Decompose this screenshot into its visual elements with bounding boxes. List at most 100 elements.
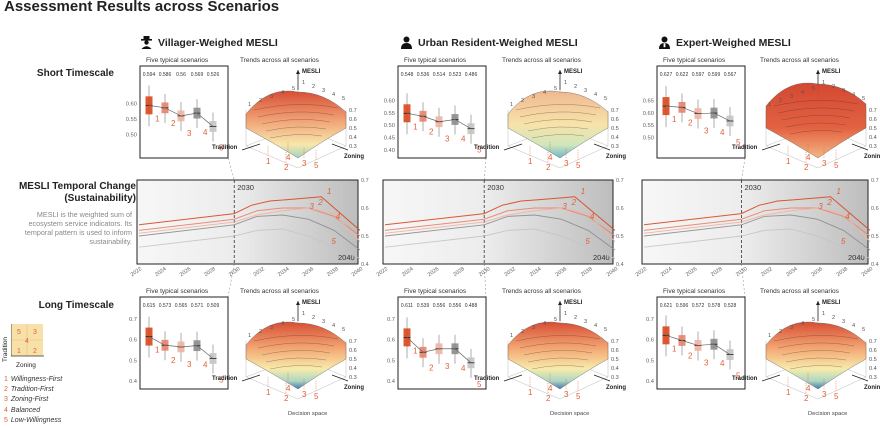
surface-frame-line <box>559 145 609 169</box>
scenario-floor-label: 3 <box>302 390 307 399</box>
scenario-label: 3 <box>187 129 192 138</box>
scenario-legend: 1 Willingness-First 2 Tradition-First 3 Zon… <box>4 375 62 426</box>
temporal-series-line <box>138 207 361 237</box>
tradition-tick-label: 3 <box>532 325 535 331</box>
temporal-series-line <box>384 196 616 231</box>
scenario-label: 4 <box>720 128 725 137</box>
median-value-label: 0.56 <box>176 72 186 78</box>
temporal-series-line <box>643 228 871 259</box>
connector-line <box>483 263 487 298</box>
surface-contour-line <box>527 126 589 132</box>
mesli-axis-arrow <box>816 70 820 74</box>
median-value-label: 0.523 <box>449 72 462 78</box>
temporal-series-label: 1 <box>327 187 331 196</box>
zoning-tick-label: 4 <box>594 92 597 98</box>
surface-contour-line <box>261 350 331 356</box>
legend-number: 4 <box>4 406 8 414</box>
tradition-tick-label: 2 <box>521 98 524 104</box>
z-tick-label: 0.4 <box>869 366 877 372</box>
x-tick-label: 2030 <box>735 266 748 278</box>
surface-contour-line <box>269 365 323 370</box>
mesli-axis-arrow <box>296 70 300 74</box>
z-tick-label: 0.6 <box>349 117 357 123</box>
box-panel-title: Five typical scenarios <box>663 57 726 64</box>
median-value-label: 0.514 <box>433 72 446 78</box>
legend-label: Balanced <box>10 406 41 414</box>
zoning-axis-label: Zoning <box>344 385 364 391</box>
tradition-tick-label: 3 <box>790 325 793 331</box>
temporal-series-line <box>384 228 616 259</box>
y-tick-label: 0.5 <box>871 234 879 240</box>
scenario-label: 2 <box>171 119 176 128</box>
surface-contour-line <box>253 104 339 111</box>
y-tick-label: 0.50 <box>643 136 654 142</box>
z-tick-label: 0.5 <box>869 126 877 132</box>
surface-contour-line <box>257 111 335 118</box>
y-tick-label: 0.5 <box>361 234 369 240</box>
surface-contour-line <box>531 134 585 139</box>
temporal-series-line <box>384 214 616 251</box>
zoning-tick-label: 5 <box>604 327 607 333</box>
mesli-axis-arrow <box>816 301 820 305</box>
temporal-series-line <box>643 207 871 242</box>
zoning-tick-label: 2 <box>312 84 315 90</box>
y-tick-label: 0.7 <box>387 317 395 323</box>
surface-contour-line <box>523 350 593 356</box>
x-tick-label: 2022 <box>635 266 648 278</box>
zoning-axis-arrow <box>851 374 869 382</box>
box-panel-frame <box>397 296 487 390</box>
x-tick-label: 2022 <box>130 266 143 278</box>
scenario-floor-label: 5 <box>314 161 319 170</box>
median-trend-line <box>406 337 472 364</box>
median-value-label: 0.615 <box>143 303 156 309</box>
legend-grid: 5 3 4 1 2 <box>11 324 44 357</box>
y-tick-label: 0.7 <box>646 317 654 323</box>
surface-contour-line <box>781 115 851 121</box>
zoning-tick-label: 5 <box>862 96 865 102</box>
surface-frame-line <box>817 145 867 169</box>
y-tick-label: 0.45 <box>384 136 395 142</box>
page-title: Assessment Results across Scenarios <box>4 0 280 15</box>
scenario-label: 2 <box>688 351 693 360</box>
x-tick-label: 2030 <box>478 266 491 278</box>
temporal-series-label: 3 <box>309 202 314 211</box>
x-tick-label: 2030 <box>228 266 241 278</box>
scenario-floor-label: 1 <box>528 388 533 397</box>
temporal-panel-frame <box>641 179 869 265</box>
x-tick-label: 2032 <box>503 266 516 278</box>
median-value-label: 0.536 <box>417 72 430 78</box>
legend-label: Low-Willingness <box>10 416 62 424</box>
scenario-label: 1 <box>672 115 677 124</box>
scenario-floor-label: 1 <box>786 388 791 397</box>
tradition-tick-label: 1 <box>768 333 771 339</box>
temporal-panel-frame <box>136 179 359 265</box>
zoning-tick-label: 4 <box>332 323 335 329</box>
tradition-tick-label: 5 <box>812 317 815 323</box>
x-tick-label: 2024 <box>154 266 167 278</box>
scenario-label: 4 <box>203 361 208 370</box>
y-tick-label: 0.7 <box>616 178 624 184</box>
median-value-label: 0.572 <box>692 303 705 309</box>
y-tick-label: 0.7 <box>361 178 369 184</box>
box-panel-title: Five typical scenarios <box>146 288 209 295</box>
zoning-tick-label: 5 <box>862 327 865 333</box>
tradition-tick-label: 2 <box>779 98 782 104</box>
scenario-floor-label: 5 <box>834 161 839 170</box>
y-tick-label: 0.4 <box>361 262 369 268</box>
temporal-series-line <box>643 214 871 251</box>
scenario-floor-label: 4 <box>286 384 291 393</box>
zoning-tick-label: 5 <box>342 327 345 333</box>
mesli-axis-label: MESLI <box>302 300 321 306</box>
y-tick-label: 0.4 <box>616 262 624 268</box>
y-tick-label: 0.6 <box>387 338 395 344</box>
box-panel-title: Five typical scenarios <box>663 288 726 295</box>
z-tick-label: 0.3 <box>611 375 619 381</box>
zoning-axis-label: Zoning <box>344 154 364 160</box>
connector-line <box>483 157 487 181</box>
x-tick-label: 2040 <box>606 266 619 278</box>
surface-contour-line <box>527 357 589 363</box>
temporal-series-label: 3 <box>562 202 567 211</box>
median-trend-line <box>665 105 731 122</box>
surface-contour-line <box>253 335 339 342</box>
scenario-floor-label: 3 <box>564 159 569 168</box>
